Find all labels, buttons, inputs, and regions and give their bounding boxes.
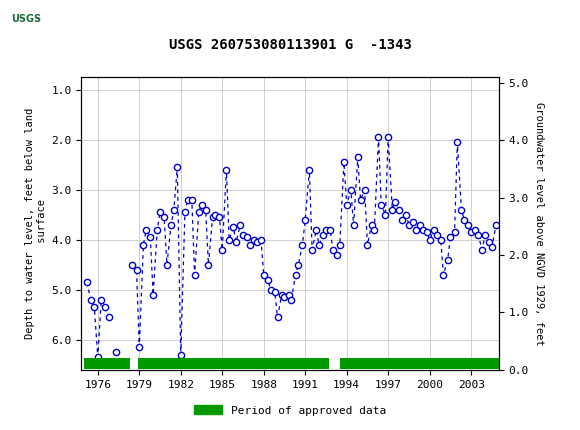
Text: ≡USGS: ≡USGS (3, 12, 49, 27)
Y-axis label: Depth to water level, feet below land
 surface: Depth to water level, feet below land su… (26, 108, 47, 339)
Text: USGS 260753080113901 G  -1343: USGS 260753080113901 G -1343 (169, 38, 411, 52)
Bar (84, 358, 129, 369)
Bar (138, 358, 329, 369)
Y-axis label: Groundwater level above NGVD 1929, feet: Groundwater level above NGVD 1929, feet (534, 102, 544, 345)
FancyBboxPatch shape (3, 4, 49, 35)
Legend: Period of approved data: Period of approved data (190, 401, 390, 420)
Bar (5, 4, 48, 34)
Text: USGS: USGS (12, 14, 41, 25)
Bar (340, 358, 499, 369)
